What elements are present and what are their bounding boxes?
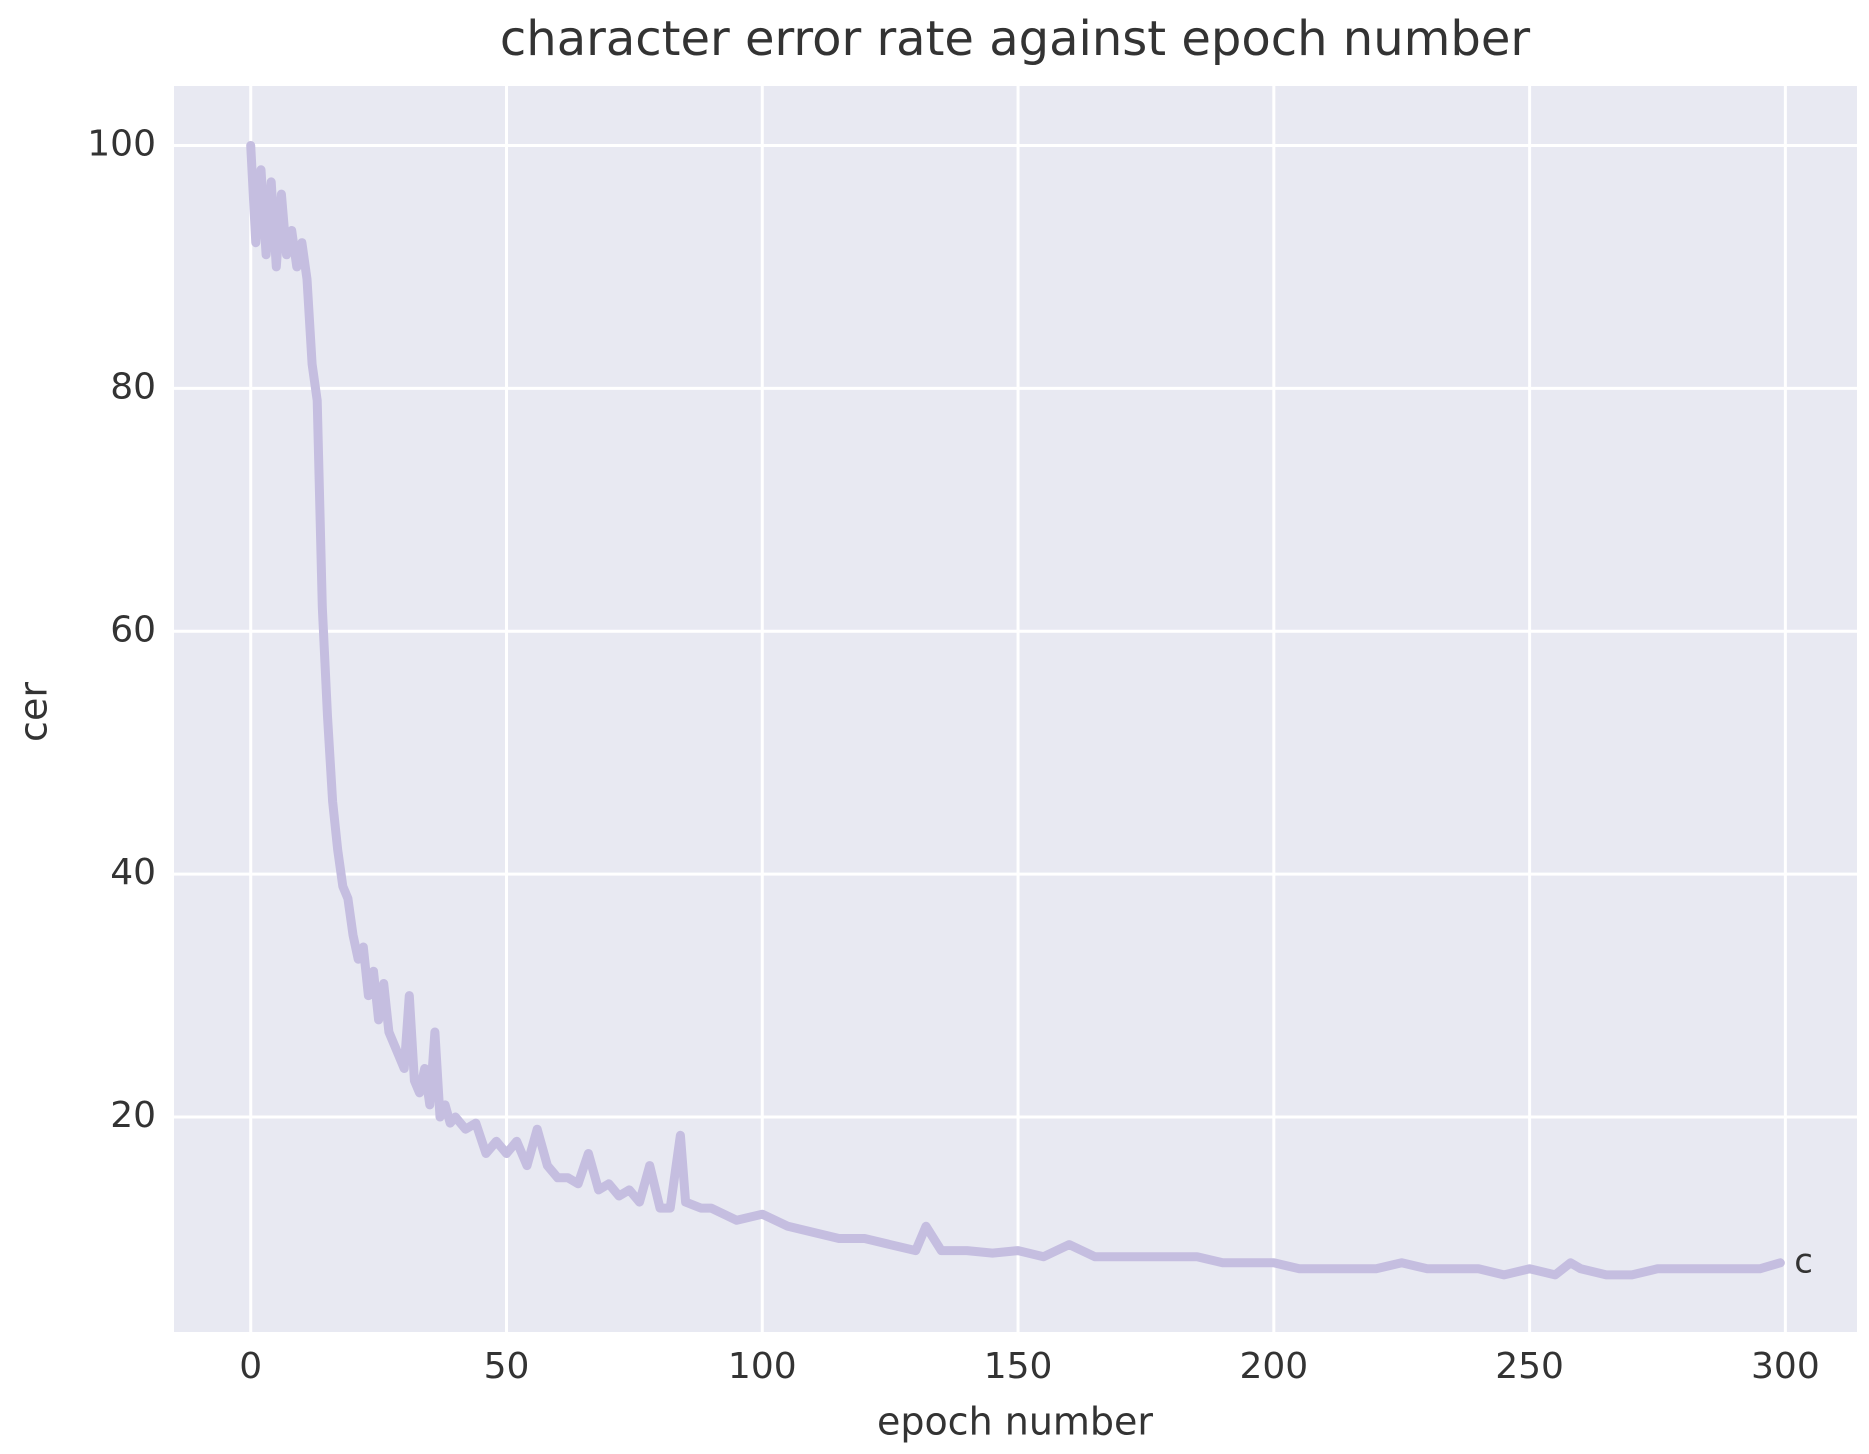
x-tick-label: 0 [239,1346,262,1387]
x-axis-label: epoch number [877,1400,1153,1444]
x-tick-label: 50 [484,1346,530,1387]
chart-title: character error rate against epoch numbe… [500,11,1531,67]
data-line [246,141,1785,1280]
y-axis-label: cer [12,682,56,742]
y-tick-label: 40 [110,852,156,893]
x-tick-label: 100 [728,1346,797,1387]
x-tick-label: 150 [984,1346,1053,1387]
y-tick-label: 100 [87,124,156,165]
x-tick-label: 200 [1239,1346,1308,1387]
x-tick-label: 250 [1495,1346,1564,1387]
x-tick-label: 300 [1751,1346,1820,1387]
y-tick-label: 20 [110,1095,156,1136]
y-tick-label: 80 [110,366,156,407]
plot-area [174,86,1857,1332]
y-tick-label: 60 [110,609,156,650]
annotation: c [1794,1241,1813,1281]
